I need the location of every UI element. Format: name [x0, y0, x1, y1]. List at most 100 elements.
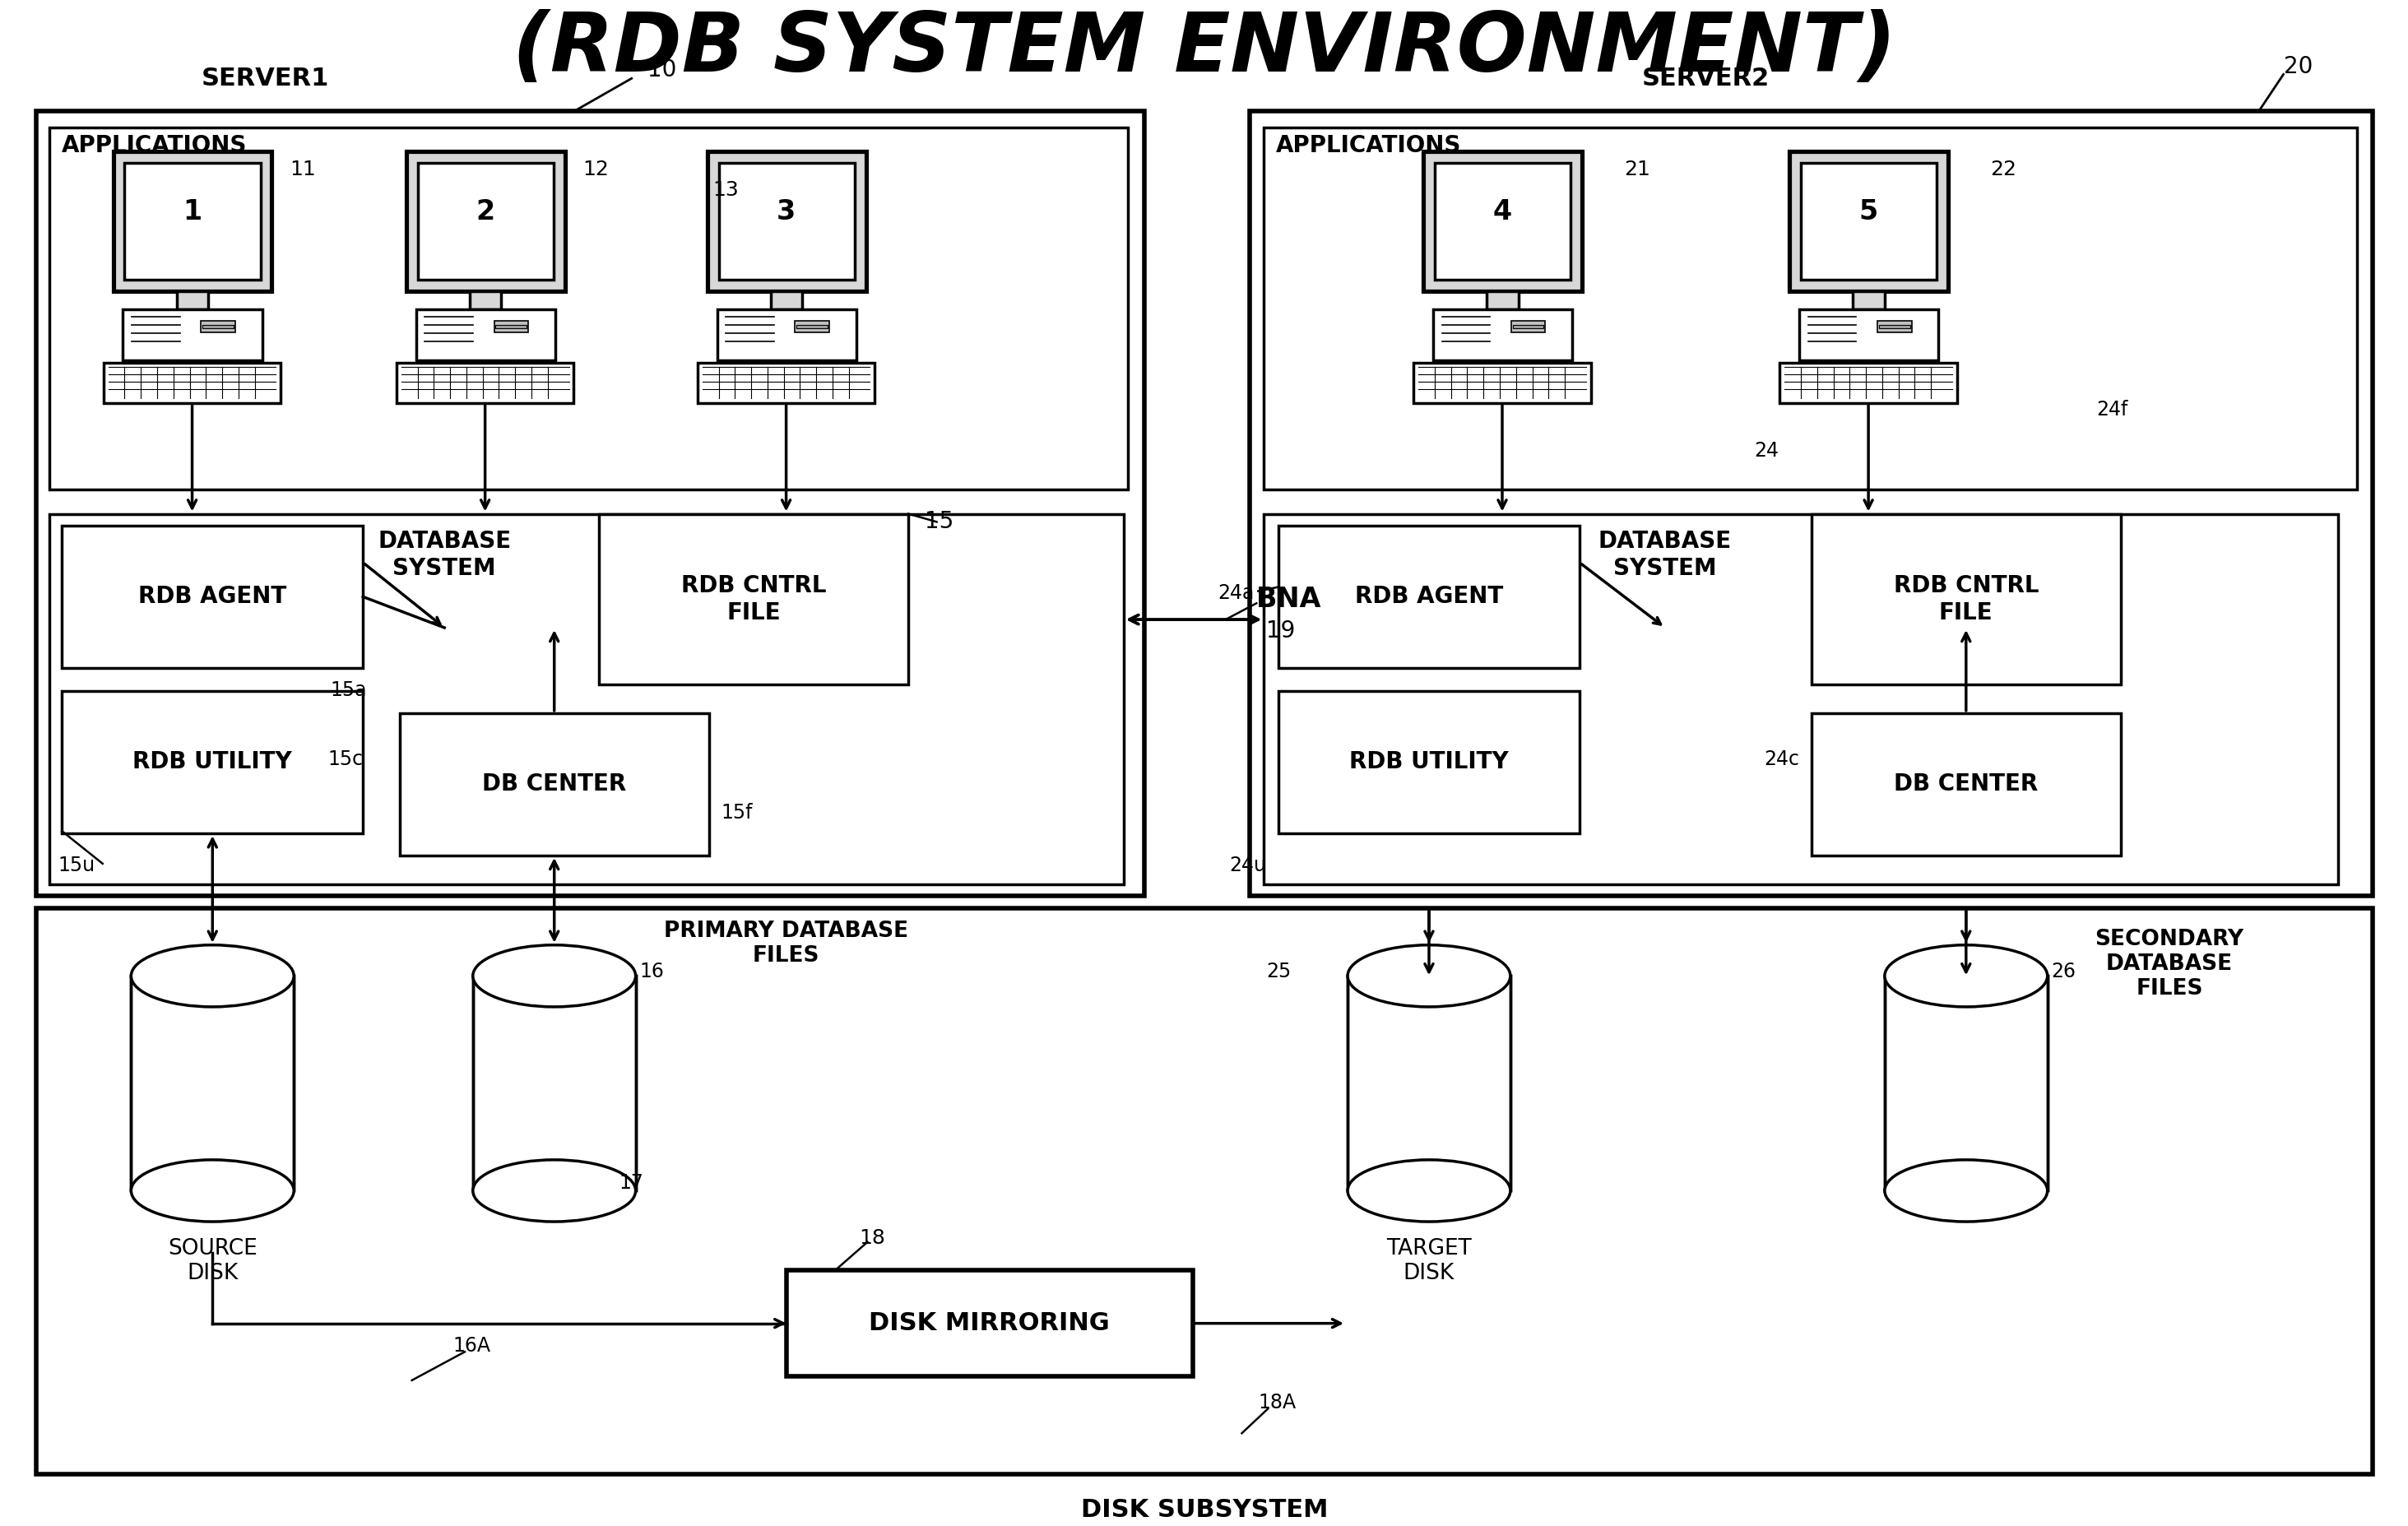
- Text: 15: 15: [925, 510, 954, 533]
- Bar: [797, 325, 828, 328]
- Text: 16: 16: [641, 961, 665, 981]
- Bar: [494, 320, 527, 333]
- Ellipse shape: [1885, 945, 2047, 1007]
- Bar: [51, 514, 1125, 884]
- Bar: [1413, 362, 1592, 403]
- Text: RDB CNTRL
FILE: RDB CNTRL FILE: [1893, 574, 2040, 624]
- Bar: [36, 111, 1144, 896]
- Bar: [472, 977, 636, 1190]
- Text: 17: 17: [619, 1173, 643, 1193]
- Text: 24f: 24f: [2097, 400, 2129, 420]
- Bar: [36, 908, 2372, 1474]
- Bar: [1435, 163, 1570, 279]
- Text: DISK SUBSYSTEM: DISK SUBSYSTEM: [1081, 1499, 1329, 1521]
- Text: 16A: 16A: [453, 1335, 491, 1355]
- Bar: [1423, 151, 1582, 291]
- Ellipse shape: [130, 1160, 294, 1222]
- Text: 10: 10: [648, 60, 677, 82]
- Text: 26: 26: [2052, 961, 2076, 981]
- Bar: [1878, 320, 1912, 333]
- Bar: [708, 151, 867, 291]
- Bar: [1811, 713, 2121, 856]
- Bar: [1852, 291, 1885, 310]
- Bar: [417, 310, 556, 360]
- Text: TARGET
DISK: TARGET DISK: [1387, 1238, 1471, 1283]
- Bar: [51, 127, 1127, 490]
- Text: 15u: 15u: [58, 856, 94, 876]
- Bar: [176, 291, 209, 310]
- Text: PRIMARY DATABASE
FILES: PRIMARY DATABASE FILES: [665, 920, 908, 966]
- Bar: [104, 362, 282, 403]
- Text: 18: 18: [860, 1228, 886, 1248]
- Text: APPLICATIONS: APPLICATIONS: [1276, 134, 1462, 157]
- Bar: [1264, 514, 2338, 884]
- Ellipse shape: [130, 945, 294, 1007]
- Text: 11: 11: [289, 160, 315, 180]
- Text: 24u: 24u: [1228, 856, 1267, 876]
- Bar: [1486, 291, 1519, 310]
- Text: 19: 19: [1267, 620, 1296, 642]
- Text: SERVER2: SERVER2: [1642, 67, 1770, 90]
- Bar: [470, 291, 501, 310]
- Bar: [130, 977, 294, 1190]
- Bar: [1512, 320, 1546, 333]
- Bar: [1512, 325, 1544, 328]
- Text: 12: 12: [583, 160, 609, 180]
- Bar: [1279, 691, 1580, 833]
- Text: 25: 25: [1267, 961, 1291, 981]
- Ellipse shape: [472, 945, 636, 1007]
- Bar: [417, 163, 554, 279]
- Bar: [407, 151, 566, 291]
- Bar: [1780, 362, 1958, 403]
- Text: 5: 5: [1859, 198, 1878, 226]
- Text: DATABASE
SYSTEM: DATABASE SYSTEM: [378, 530, 510, 580]
- Text: 22: 22: [1991, 160, 2018, 180]
- Bar: [1878, 325, 1910, 328]
- Bar: [698, 362, 874, 403]
- Bar: [202, 325, 234, 328]
- Bar: [1279, 526, 1580, 668]
- Text: DB CENTER: DB CENTER: [1895, 772, 2037, 795]
- Text: 15f: 15f: [720, 803, 754, 823]
- Text: SOURCE
DISK: SOURCE DISK: [169, 1238, 258, 1283]
- Ellipse shape: [1885, 1160, 2047, 1222]
- Bar: [1250, 111, 2372, 896]
- Text: 20: 20: [2283, 55, 2312, 78]
- Bar: [1433, 310, 1572, 360]
- Text: 4: 4: [1493, 198, 1512, 226]
- Text: RDB AGENT: RDB AGENT: [137, 586, 287, 609]
- Text: DISK MIRRORING: DISK MIRRORING: [869, 1311, 1110, 1335]
- Text: 1: 1: [183, 198, 202, 226]
- Text: 24a: 24a: [1218, 583, 1255, 603]
- Text: APPLICATIONS: APPLICATIONS: [63, 134, 248, 157]
- Bar: [496, 325, 527, 328]
- Ellipse shape: [1348, 1160, 1510, 1222]
- Text: DB CENTER: DB CENTER: [482, 772, 626, 795]
- Text: BNA: BNA: [1257, 586, 1322, 612]
- Bar: [785, 1271, 1192, 1376]
- Text: 13: 13: [713, 180, 739, 200]
- Bar: [1811, 514, 2121, 685]
- Ellipse shape: [472, 1160, 636, 1222]
- Text: DATABASE
SYSTEM: DATABASE SYSTEM: [1599, 530, 1731, 580]
- Bar: [1348, 977, 1510, 1190]
- Bar: [202, 320, 236, 333]
- Text: RDB UTILITY: RDB UTILITY: [1348, 751, 1510, 774]
- Text: 24: 24: [1755, 441, 1780, 461]
- Text: RDB AGENT: RDB AGENT: [1356, 586, 1503, 609]
- Bar: [718, 310, 857, 360]
- Ellipse shape: [1348, 945, 1510, 1007]
- Bar: [123, 310, 262, 360]
- Text: 24c: 24c: [1763, 749, 1799, 769]
- Text: 15a: 15a: [330, 681, 366, 700]
- Bar: [1885, 977, 2047, 1190]
- Bar: [1264, 127, 2357, 490]
- Bar: [397, 362, 573, 403]
- Text: SERVER1: SERVER1: [202, 67, 330, 90]
- Text: 3: 3: [778, 198, 795, 226]
- Bar: [771, 291, 802, 310]
- Bar: [718, 163, 855, 279]
- Bar: [400, 713, 708, 856]
- Text: 2: 2: [474, 198, 494, 226]
- Text: SECONDARY
DATABASE
FILES: SECONDARY DATABASE FILES: [2095, 929, 2244, 1000]
